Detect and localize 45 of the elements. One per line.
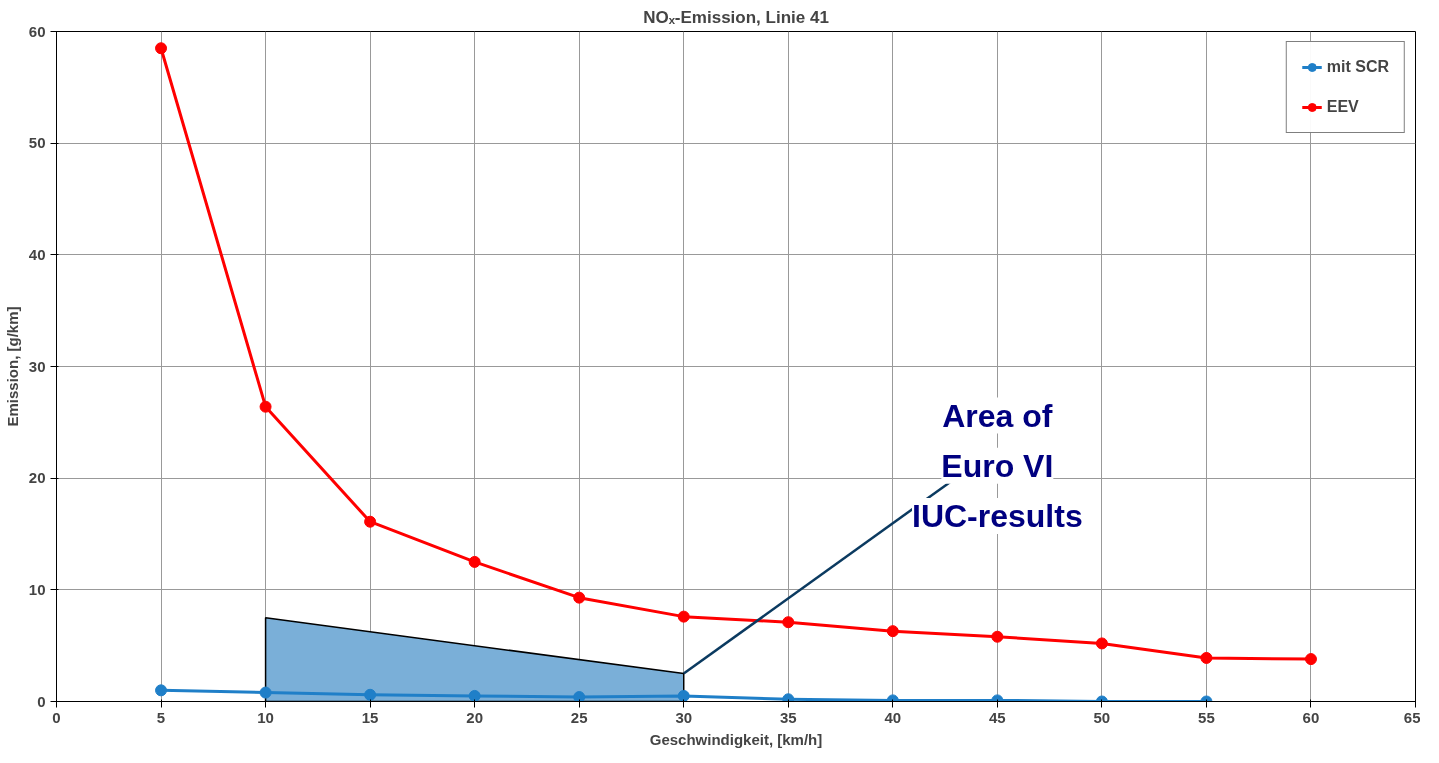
x-tick-label: 65	[1403, 708, 1421, 726]
point	[155, 42, 168, 55]
point	[677, 610, 690, 623]
point	[468, 555, 481, 568]
point	[259, 400, 272, 413]
point	[991, 630, 1004, 643]
x-tick-label: 55	[1198, 708, 1215, 726]
x-axis-title: Geschwindigkeit, [km/h]	[649, 730, 823, 748]
y-axis-title: Emission, [g/km]	[3, 306, 21, 427]
x-tick-label: 20	[466, 708, 483, 726]
legend-label: mit SCR	[1326, 58, 1389, 76]
y-tick-label: 20	[28, 469, 46, 487]
x-tick-label: 25	[570, 708, 588, 726]
point	[677, 689, 690, 702]
x-tick-label: 60	[1302, 708, 1320, 726]
point	[573, 591, 586, 604]
y-tick-label: 50	[28, 134, 46, 152]
point	[782, 616, 795, 629]
point	[364, 688, 377, 701]
x-tick-label: 15	[361, 708, 379, 726]
x-tick-label: 40	[884, 708, 902, 726]
x-tick-label: 35	[779, 708, 797, 726]
x-tick-label: 45	[989, 708, 1006, 726]
point	[573, 691, 586, 702]
y-tick-label: 30	[28, 357, 46, 375]
legend-label: EEV	[1326, 98, 1359, 116]
x-tick-label: 5	[156, 708, 166, 726]
point	[259, 686, 272, 699]
point	[155, 684, 168, 697]
point	[1200, 651, 1213, 664]
y-tick-label: 60	[28, 22, 46, 40]
point	[1304, 653, 1317, 666]
y-tick-label: 40	[28, 245, 46, 263]
y-tick-label: 10	[28, 580, 46, 598]
x-tick-label: 10	[257, 708, 274, 726]
x-tick-label: 50	[1093, 708, 1111, 726]
x-tick-label: 30	[675, 708, 693, 726]
chart-title: NOₓ-Emission, Linie 41	[643, 7, 829, 27]
point	[468, 689, 481, 702]
point	[1095, 637, 1108, 650]
point	[364, 515, 377, 528]
x-tick-label: 0	[52, 708, 61, 726]
y-tick-label: 0	[37, 692, 46, 710]
annotation: Area of Euro VI IUC-results	[911, 397, 1083, 534]
point	[886, 625, 899, 638]
